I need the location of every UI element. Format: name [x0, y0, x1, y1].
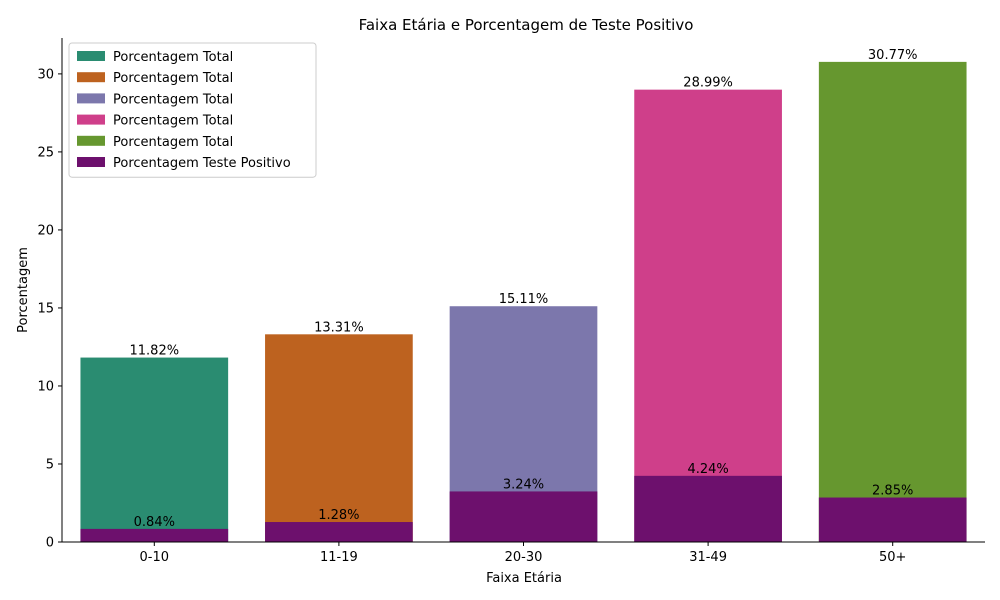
- data-label-total: 15.11%: [499, 292, 549, 307]
- x-tick-label: 50+: [879, 550, 906, 565]
- plot-area: 11.82% 0.84% 13.31% 1.28% 15.11% 3.24% 28.99% 4…: [37, 38, 985, 565]
- legend-label: Porcentagem Total: [113, 114, 233, 129]
- y-tick-label: 10: [37, 379, 54, 394]
- legend-frame: [68, 42, 317, 178]
- chart-title: Faixa Etária e Porcentagem de Teste Posi…: [359, 16, 694, 34]
- y-axis-label: Porcentagem: [16, 247, 31, 333]
- legend-swatch: [77, 157, 105, 167]
- bar-positive: [449, 491, 598, 542]
- x-tick-label: 11-19: [320, 550, 358, 565]
- legend-swatch: [77, 135, 105, 146]
- legend-swatch: [77, 72, 105, 83]
- data-label-positive: 2.85%: [872, 484, 913, 499]
- data-label-positive: 1.28%: [318, 508, 359, 523]
- bar-total: [265, 334, 413, 542]
- legend-label: Porcentagem Teste Positivo: [113, 156, 291, 171]
- data-label-total: 13.31%: [314, 320, 364, 335]
- legend-label: Porcentagem Total: [113, 71, 233, 86]
- data-label-total: 28.99%: [683, 76, 733, 91]
- x-tick-label: 0-10: [140, 550, 170, 565]
- bar-total: [818, 61, 967, 542]
- y-tick-label: 25: [37, 145, 54, 160]
- bar-positive: [818, 497, 967, 542]
- data-label-positive: 0.84%: [134, 515, 175, 530]
- y-tick-label: 5: [46, 457, 54, 472]
- y-tick-label: 15: [37, 301, 54, 316]
- x-tick-label: 31-49: [689, 550, 727, 565]
- legend-label: Porcentagem Total: [113, 135, 233, 150]
- legend-swatch: [77, 93, 105, 104]
- data-label-total: 30.77%: [868, 48, 918, 63]
- bar-total: [634, 89, 782, 542]
- x-axis-label: Faixa Etária: [486, 571, 562, 586]
- bar-positive: [634, 475, 782, 542]
- legend: Porcentagem Total Porcentagem Total Porcen…: [68, 42, 317, 178]
- data-label-positive: 3.24%: [503, 477, 544, 492]
- bar-total: [80, 357, 229, 542]
- bar-positive: [265, 522, 413, 542]
- legend-swatch: [77, 114, 105, 125]
- legend-label: Porcentagem Total: [113, 92, 233, 107]
- y-tick-label: 30: [37, 67, 54, 82]
- y-tick-label: 0: [46, 536, 54, 551]
- data-label-total: 11.82%: [130, 344, 180, 359]
- x-tick-label: 20-30: [505, 550, 543, 565]
- bar-positive: [80, 528, 229, 542]
- legend-swatch: [77, 51, 105, 61]
- legend-label: Porcentagem Total: [113, 50, 233, 65]
- data-label-positive: 4.24%: [687, 462, 728, 477]
- y-tick-label: 20: [37, 223, 54, 238]
